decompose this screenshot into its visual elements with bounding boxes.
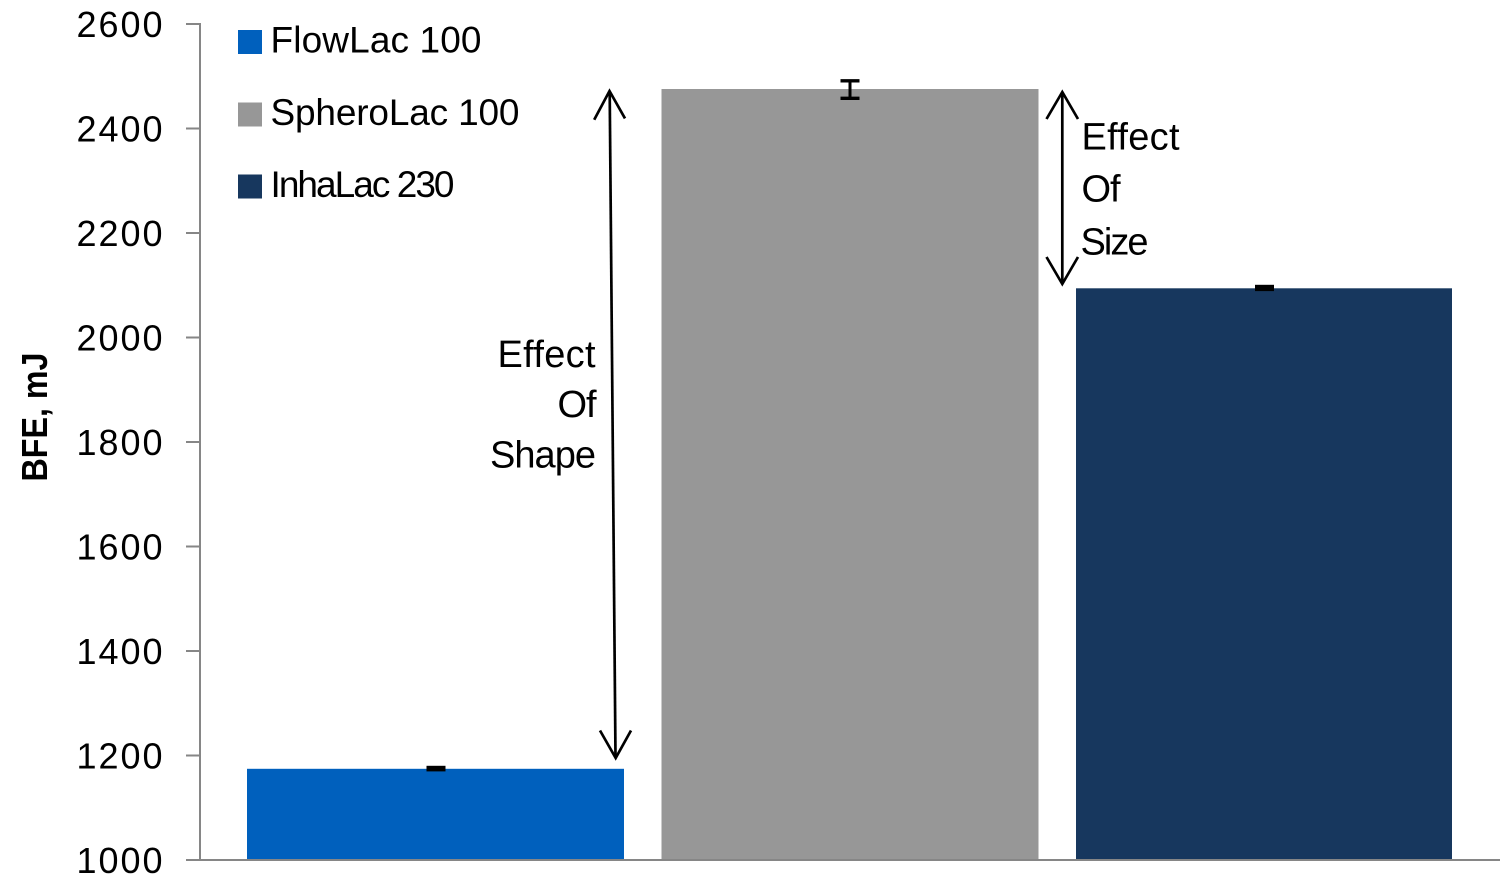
svg-text:1000: 1000: [77, 840, 163, 881]
svg-text:1200: 1200: [77, 736, 163, 777]
svg-text:2000: 2000: [77, 318, 163, 359]
svg-text:Effect: Effect: [1082, 117, 1180, 159]
svg-text:Size: Size: [1081, 222, 1149, 264]
svg-text:InhaLac 230: InhaLac 230: [271, 164, 455, 205]
svg-text:Effect: Effect: [498, 334, 596, 376]
svg-text:1400: 1400: [77, 631, 163, 672]
svg-text:1600: 1600: [77, 527, 163, 568]
svg-text:Of: Of: [558, 384, 597, 426]
svg-text:2600: 2600: [77, 4, 163, 45]
svg-text:Of: Of: [1082, 168, 1121, 210]
svg-text:2200: 2200: [77, 213, 163, 254]
svg-text:SpheroLac 100: SpheroLac 100: [271, 92, 520, 133]
svg-text:1800: 1800: [77, 422, 163, 463]
svg-text:Shape: Shape: [490, 435, 596, 477]
svg-text:FlowLac 100: FlowLac 100: [271, 20, 482, 61]
svg-text:2400: 2400: [77, 109, 163, 150]
svg-text:BFE, mJ: BFE, mJ: [14, 353, 55, 482]
